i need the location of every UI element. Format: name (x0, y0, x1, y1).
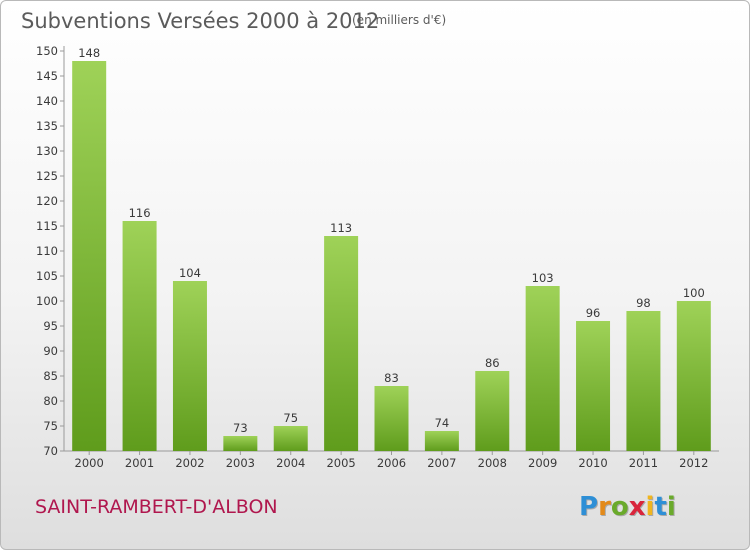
bar-chart: 70 75 80 85 90 95 100 105 110 115 120 125 130 135 140 1… (36, 44, 719, 470)
y-tick-label: 70 (43, 444, 58, 458)
y-tick-label: 100 (36, 294, 58, 308)
x-tick-label: 2010 (578, 456, 607, 470)
x-tick-label: 2011 (629, 456, 658, 470)
bar (273, 426, 308, 451)
y-tick-label: 135 (36, 119, 58, 133)
logo-letter: o (610, 492, 629, 522)
y-tick-label: 80 (43, 394, 58, 408)
logo-letter: P (579, 492, 599, 522)
y-tick-label: 115 (36, 219, 58, 233)
bar-value-label: 113 (330, 221, 352, 235)
bar-value-label: 83 (384, 371, 399, 385)
x-tick-label: 2001 (125, 456, 154, 470)
bar-value-label: 74 (435, 416, 450, 430)
y-tick-label: 125 (36, 169, 58, 183)
x-tick-label: 2012 (679, 456, 708, 470)
bar (374, 386, 409, 451)
chart-subtitle: (en milliers d'€) (352, 13, 447, 27)
x-tick-label: 2005 (326, 456, 355, 470)
y-tick-label: 85 (43, 369, 58, 383)
bar (324, 236, 359, 451)
y-tick-label: 90 (43, 344, 58, 358)
x-tick-label: 2008 (478, 456, 507, 470)
bar-value-label: 96 (586, 306, 601, 320)
bar-value-label: 86 (485, 356, 500, 370)
chart-axes: 70 75 80 85 90 95 100 105 110 115 120 125 130 135 140 1… (36, 44, 719, 470)
logo-letter: x (628, 492, 646, 522)
bar-series: 148 116 104 73 75 113 83 74 86 103 96 98 100 (72, 46, 711, 451)
y-tick-label: 120 (36, 194, 58, 208)
y-tick-label: 145 (36, 69, 58, 83)
x-tick-label: 2007 (427, 456, 456, 470)
x-tick-label: 2000 (75, 456, 104, 470)
bar (424, 431, 459, 451)
bar-value-label: 98 (636, 296, 651, 310)
x-tick-label: 2002 (175, 456, 204, 470)
x-tick-label: 2003 (226, 456, 255, 470)
bar-value-label: 100 (683, 286, 705, 300)
y-tick-label: 140 (36, 94, 58, 108)
bar (525, 286, 560, 451)
y-tick-label: 130 (36, 144, 58, 158)
x-tick-label: 2009 (528, 456, 557, 470)
chart-title: Subventions Versées 2000 à 2012 (21, 9, 380, 33)
logo-letter: t (654, 492, 667, 522)
y-tick-label: 110 (36, 244, 58, 258)
logo-letter: i (645, 492, 655, 522)
bar-value-label: 103 (532, 271, 554, 285)
bar-value-label: 75 (283, 411, 298, 425)
proxiti-logo[interactable]: Proxiti (579, 492, 676, 522)
bar (72, 61, 107, 451)
bar (676, 301, 711, 451)
x-tick-label: 2004 (276, 456, 305, 470)
bar-value-label: 148 (78, 46, 100, 60)
bar-value-label: 104 (179, 266, 201, 280)
y-tick-label: 75 (43, 419, 58, 433)
x-tick-label: 2006 (377, 456, 406, 470)
logo-letter: r (598, 492, 611, 522)
y-tick-label: 105 (36, 269, 58, 283)
bar-value-label: 73 (233, 421, 248, 435)
bar (223, 436, 258, 451)
logo-letter: i (666, 492, 676, 522)
bar (172, 281, 207, 451)
bar-value-label: 116 (129, 206, 151, 220)
y-tick-label: 95 (43, 319, 58, 333)
bar (475, 371, 510, 451)
bar (626, 311, 661, 451)
commune-name: SAINT-RAMBERT-D'ALBON (35, 496, 278, 518)
bar (576, 321, 611, 451)
y-tick-label: 150 (36, 44, 58, 58)
bar (122, 221, 157, 451)
